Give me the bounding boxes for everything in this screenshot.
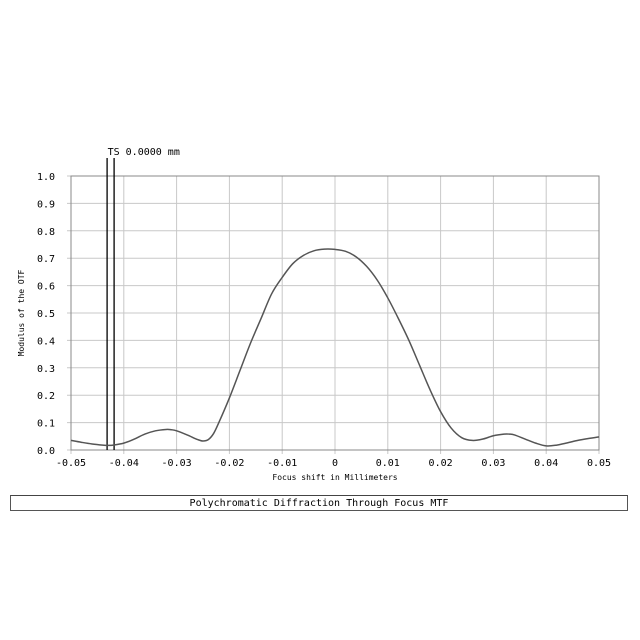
y-tick-label: 0.3: [37, 364, 55, 375]
x-tick-label: 0.03: [481, 458, 505, 469]
x-tick-label: 0.02: [429, 458, 453, 469]
x-axis-title: Focus shift in Millimeters: [272, 473, 397, 482]
y-tick-label: 0.8: [37, 227, 55, 238]
y-tick-label: 0.9: [37, 199, 55, 210]
y-tick-label: 0.7: [37, 254, 55, 265]
x-tick-label: 0.04: [534, 458, 558, 469]
x-tick-label: -0.02: [214, 458, 244, 469]
x-tick-labels: -0.05 -0.04 -0.03 -0.02 -0.01 0 0.01 0.02 0.03 0.…: [56, 458, 611, 469]
x-tick-label: 0: [332, 458, 338, 469]
x-tick-label: -0.01: [267, 458, 297, 469]
x-tick-label: -0.03: [162, 458, 192, 469]
y-tick-label: 0.4: [37, 336, 55, 347]
chart-title-bar: Polychromatic Diffraction Through Focus …: [10, 495, 628, 511]
y-tick-label: 0.2: [37, 391, 55, 402]
y-tick-labels: 0.0 0.1 0.2 0.3 0.4 0.5 0.6 0.7 0.8 0.9 1.0: [37, 172, 55, 457]
x-tick-label: 0.05: [587, 458, 611, 469]
x-tick-label: -0.05: [56, 458, 86, 469]
y-tick-label: 0.1: [37, 419, 55, 430]
x-tick-label: -0.04: [109, 458, 139, 469]
y-tick-label: 1.0: [37, 172, 55, 183]
grid: [67, 176, 599, 454]
y-tick-label: 0.5: [37, 309, 55, 320]
chart-title: Polychromatic Diffraction Through Focus …: [11, 497, 627, 510]
x-tick-label: 0.01: [376, 458, 400, 469]
y-tick-label: 0.6: [37, 282, 55, 293]
focus-markers: TS 0.0000 mm: [107, 147, 180, 450]
y-axis-title: Modulus of the OTF: [17, 269, 26, 356]
focus-marker-label: TS 0.0000 mm: [108, 147, 180, 158]
y-tick-label: 0.0: [37, 446, 55, 457]
